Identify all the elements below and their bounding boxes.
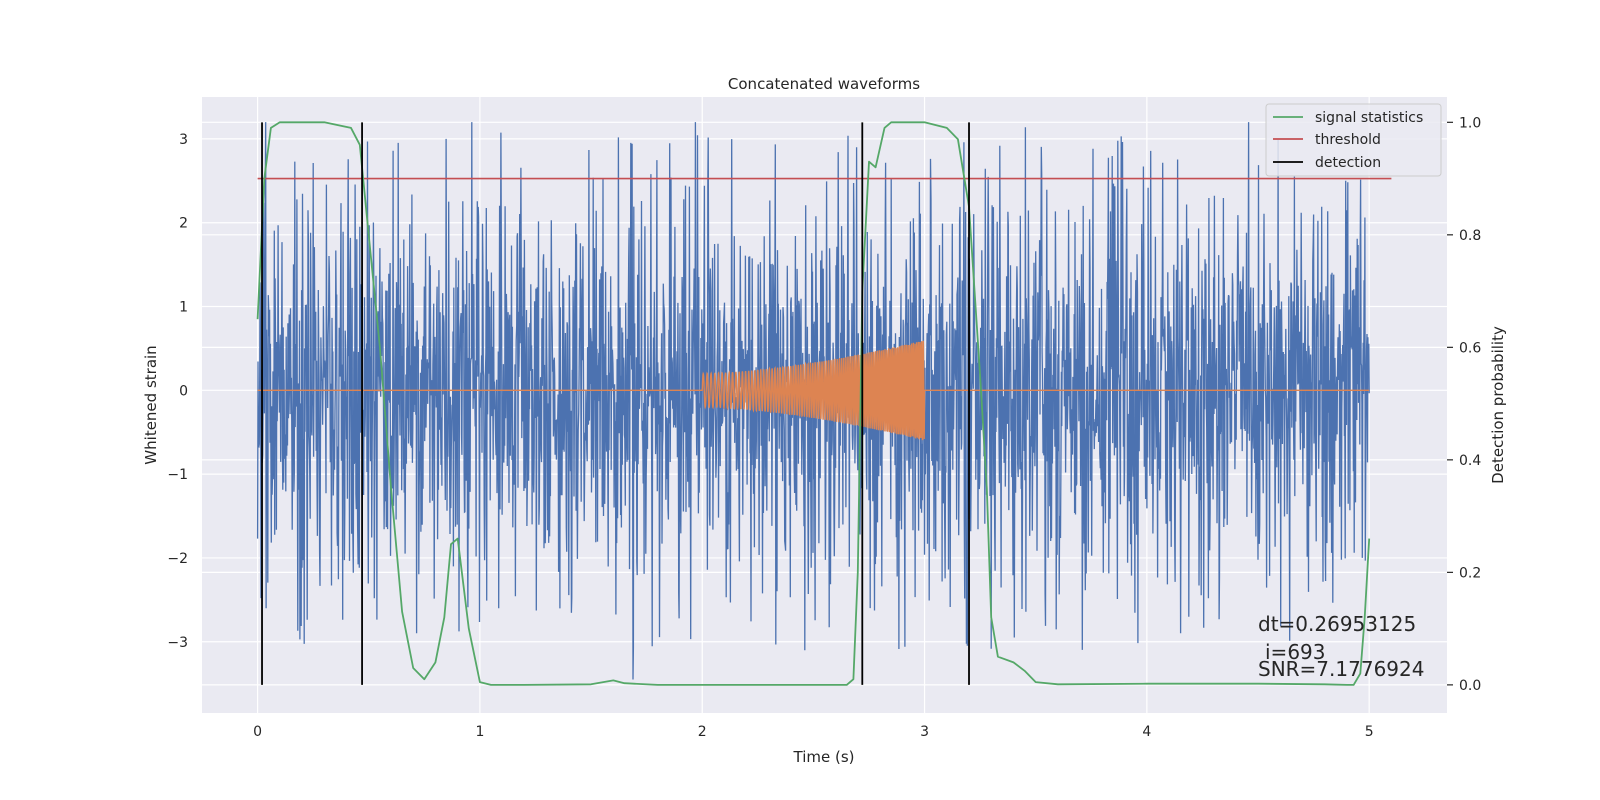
y2-tick-label: 0.6 xyxy=(1459,340,1481,356)
legend: signal statistics threshold detection xyxy=(1265,103,1442,177)
y-tick-label: 1 xyxy=(179,300,188,316)
annotation-snr: SNR=7.1776924 xyxy=(1258,657,1424,681)
waveform-series-line xyxy=(257,340,1370,441)
y-tick-label: −3 xyxy=(167,635,188,651)
y-tick-label: 3 xyxy=(179,132,188,148)
annotations: dt=0.26953125 i=693 SNR=7.1776924 xyxy=(1258,612,1424,681)
legend-label-detection: detection xyxy=(1315,155,1381,171)
x-tick-label: 4 xyxy=(1142,724,1151,740)
detection-lines xyxy=(261,122,970,685)
y2-axis-label: Detection probability xyxy=(1489,326,1507,484)
chart-title: Concatenated waveforms xyxy=(728,75,920,93)
y2-tick-label: 0.2 xyxy=(1459,565,1481,581)
y2-tick-label: 1.0 xyxy=(1459,115,1481,131)
legend-label-signal-statistics: signal statistics xyxy=(1315,110,1423,126)
axis-ticks: 0 1 2 3 4 5 −3 −2 −1 0 1 2 3 0.0 0.2 0.4 0.6 0.8 1.0 xyxy=(167,115,1481,740)
signal-statistics-line xyxy=(256,121,1371,686)
x-tick-label: 5 xyxy=(1365,724,1374,740)
y-axis-label: Whitened strain xyxy=(142,345,160,464)
y-tick-label: 0 xyxy=(179,383,188,399)
legend-label-threshold: threshold xyxy=(1315,132,1381,148)
x-tick-label: 0 xyxy=(253,724,262,740)
noise-series-line xyxy=(256,122,1370,680)
y2-tick-label: 0.8 xyxy=(1459,228,1481,244)
series-layer xyxy=(256,121,1392,686)
y2-tick-label: 0.4 xyxy=(1459,453,1481,469)
y-tick-label: −1 xyxy=(167,467,188,483)
x-axis-label: Time (s) xyxy=(793,748,855,766)
y2-tick-label: 0.0 xyxy=(1459,678,1481,694)
x-tick-label: 3 xyxy=(920,724,929,740)
annotation-dt: dt=0.26953125 xyxy=(1258,612,1416,636)
annotation-i: i=693 xyxy=(1265,640,1326,664)
legend-box xyxy=(1265,103,1442,177)
y-tick-label: −2 xyxy=(167,551,188,567)
x-tick-label: 1 xyxy=(475,724,484,740)
y-tick-label: 2 xyxy=(179,216,188,232)
x-tick-label: 2 xyxy=(698,724,707,740)
